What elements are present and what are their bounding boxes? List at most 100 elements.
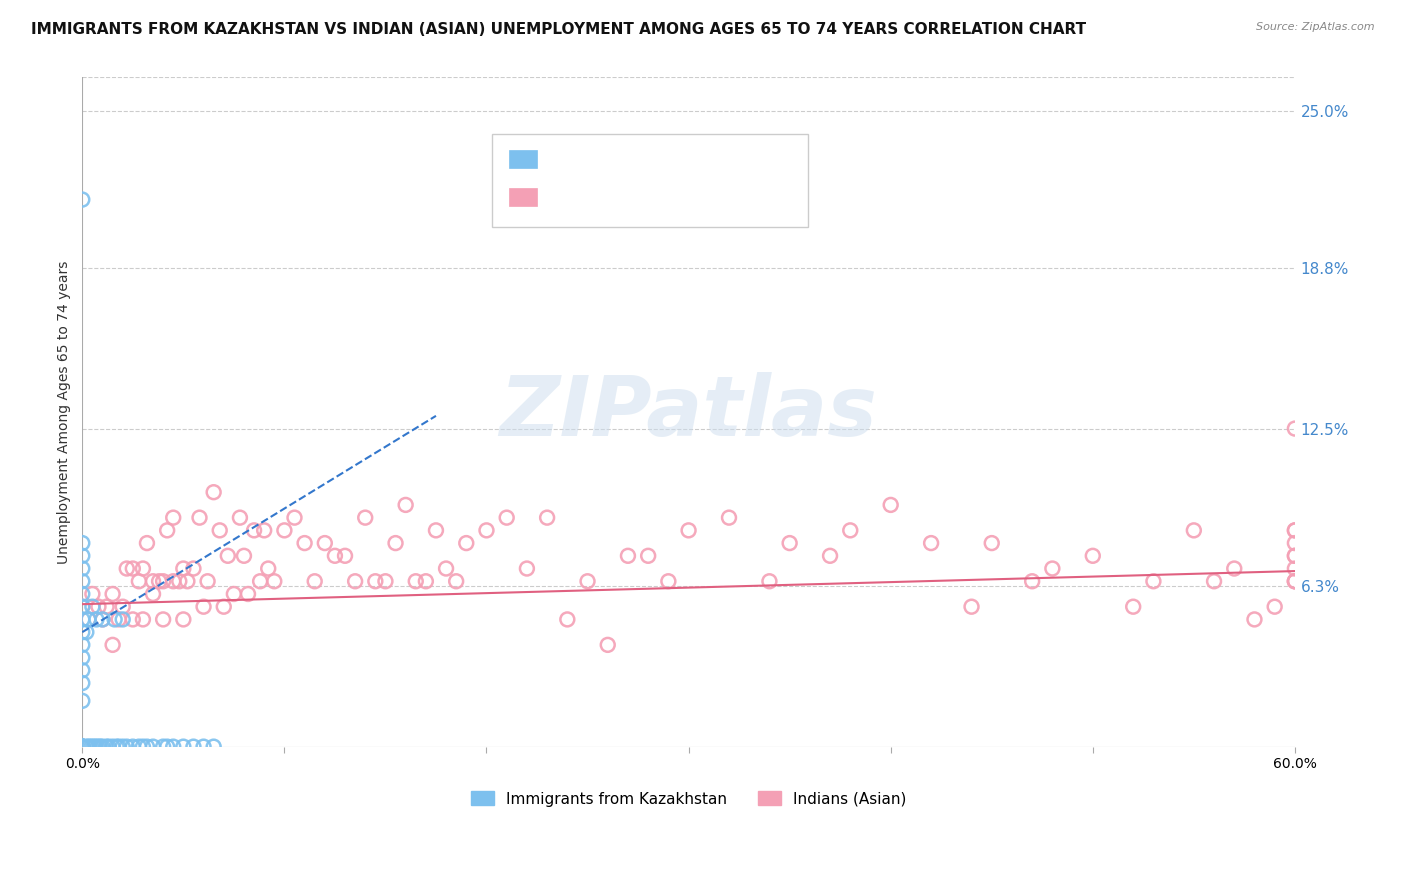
- Point: [839, 524, 862, 538]
- Point: [104, 612, 127, 626]
- Point: [1284, 574, 1306, 589]
- Point: [193, 739, 215, 754]
- Point: [121, 612, 143, 626]
- Point: [72, 536, 94, 550]
- Point: [405, 574, 427, 589]
- Point: [132, 561, 155, 575]
- Point: [1284, 574, 1306, 589]
- Point: [111, 612, 134, 626]
- Point: [83, 739, 105, 754]
- Point: [162, 510, 184, 524]
- Point: [107, 612, 129, 626]
- Point: [82, 739, 104, 754]
- Point: [132, 612, 155, 626]
- Point: [132, 739, 155, 754]
- Point: [249, 574, 271, 589]
- Point: [395, 498, 418, 512]
- Point: [516, 561, 538, 575]
- Point: [75, 739, 97, 754]
- Point: [152, 574, 174, 589]
- Legend: Immigrants from Kazakhstan, Indians (Asian): Immigrants from Kazakhstan, Indians (Asi…: [465, 785, 912, 813]
- Point: [434, 561, 457, 575]
- Point: [72, 739, 94, 754]
- Point: [72, 739, 94, 754]
- Point: [879, 498, 901, 512]
- Point: [1284, 524, 1306, 538]
- Point: [1243, 612, 1265, 626]
- Point: [87, 739, 110, 754]
- Point: [229, 510, 252, 524]
- Point: [344, 574, 367, 589]
- Point: [96, 739, 118, 754]
- Point: [86, 612, 108, 626]
- Text: Source: ZipAtlas.com: Source: ZipAtlas.com: [1257, 22, 1375, 32]
- Point: [208, 524, 231, 538]
- Point: [576, 574, 599, 589]
- Point: [115, 739, 138, 754]
- Point: [162, 574, 184, 589]
- Point: [72, 739, 94, 754]
- Point: [1284, 536, 1306, 550]
- Point: [142, 587, 165, 601]
- Point: [188, 510, 211, 524]
- Point: [162, 739, 184, 754]
- Point: [172, 561, 194, 575]
- Point: [1284, 561, 1306, 575]
- Point: [1142, 574, 1164, 589]
- Point: [444, 574, 467, 589]
- Point: [495, 510, 517, 524]
- Point: [294, 536, 316, 550]
- Point: [374, 574, 396, 589]
- Point: [87, 599, 110, 614]
- Point: [637, 549, 659, 563]
- Point: [980, 536, 1002, 550]
- Point: [678, 524, 700, 538]
- Point: [121, 739, 143, 754]
- Point: [236, 587, 259, 601]
- Point: [111, 739, 134, 754]
- Point: [172, 612, 194, 626]
- Point: [183, 561, 205, 575]
- Point: [89, 739, 111, 754]
- Point: [72, 587, 94, 601]
- Point: [72, 599, 94, 614]
- Point: [960, 599, 983, 614]
- Point: [142, 574, 165, 589]
- Point: [197, 574, 219, 589]
- Point: [1202, 574, 1225, 589]
- Point: [717, 510, 740, 524]
- Point: [111, 599, 134, 614]
- Point: [72, 561, 94, 575]
- Point: [243, 524, 266, 538]
- Point: [657, 574, 679, 589]
- Text: R =  0.285: R = 0.285: [544, 151, 633, 165]
- Point: [283, 510, 305, 524]
- Point: [183, 739, 205, 754]
- Point: [1284, 421, 1306, 435]
- Point: [536, 510, 558, 524]
- Point: [75, 625, 97, 640]
- Text: R =  0.118: R = 0.118: [544, 189, 633, 203]
- Point: [142, 739, 165, 754]
- Point: [72, 638, 94, 652]
- Point: [72, 663, 94, 677]
- Point: [91, 612, 114, 626]
- Point: [128, 739, 150, 754]
- Point: [415, 574, 437, 589]
- Point: [115, 561, 138, 575]
- Point: [72, 650, 94, 665]
- Point: [384, 536, 406, 550]
- Point: [1284, 549, 1306, 563]
- Point: [156, 524, 179, 538]
- Point: [72, 193, 94, 207]
- Point: [1021, 574, 1043, 589]
- Point: [257, 561, 280, 575]
- Point: [86, 739, 108, 754]
- Point: [82, 599, 104, 614]
- Point: [333, 549, 356, 563]
- Point: [101, 638, 124, 652]
- Point: [217, 549, 239, 563]
- Point: [72, 574, 94, 589]
- Point: [72, 739, 94, 754]
- Point: [818, 549, 841, 563]
